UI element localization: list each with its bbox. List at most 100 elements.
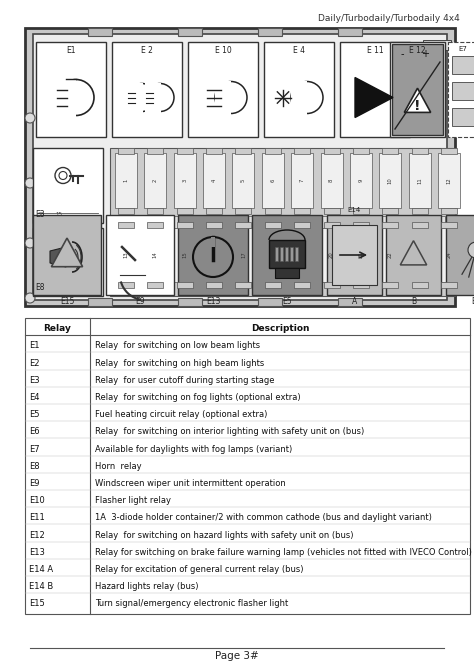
Text: E15: E15	[60, 297, 74, 306]
Bar	[386, 215, 441, 295]
Text: Relay  for switching on fog lights (optional extra): Relay for switching on fog lights (optio…	[95, 393, 301, 402]
Text: E14: E14	[348, 207, 361, 213]
Polygon shape	[355, 78, 393, 117]
Text: E14 B: E14 B	[29, 582, 53, 591]
Bar	[379, 153, 401, 208]
Bar	[106, 215, 174, 295]
Bar	[332, 225, 377, 285]
Text: Description: Description	[251, 324, 309, 333]
Bar	[353, 148, 369, 154]
Bar	[441, 208, 457, 214]
Text: E2: E2	[29, 358, 39, 368]
Bar	[118, 208, 134, 214]
Bar	[382, 282, 398, 288]
Bar	[452, 108, 474, 126]
Text: 23: 23	[417, 251, 422, 258]
Text: Relay for excitation of general current relay (bus): Relay for excitation of general current …	[95, 565, 303, 574]
Text: E7: E7	[458, 46, 467, 52]
Bar	[188, 42, 258, 137]
Text: 5: 5	[241, 179, 246, 182]
Text: 15: 15	[55, 212, 62, 217]
Text: E6: E6	[471, 297, 474, 306]
Polygon shape	[401, 241, 427, 265]
Circle shape	[59, 172, 67, 180]
Text: E7: E7	[29, 444, 40, 454]
Bar	[215, 80, 231, 115]
Bar	[423, 40, 451, 50]
Text: Available for daylights with fog lamps (variant): Available for daylights with fog lamps (…	[95, 444, 292, 454]
Bar	[382, 222, 398, 228]
Text: E3: E3	[29, 376, 40, 385]
Text: 1A  3-diode holder container/2 with common cathode (bus and daylight variant): 1A 3-diode holder container/2 with commo…	[95, 513, 432, 523]
Text: 20: 20	[329, 251, 334, 258]
Polygon shape	[51, 238, 82, 267]
Bar	[294, 148, 310, 154]
Text: Daily/Turbodaily/Turbodaily 4x4: Daily/Turbodaily/Turbodaily 4x4	[318, 14, 460, 23]
Text: Relay  for switching on interior lighting with safety unit on (bus): Relay for switching on interior lighting…	[95, 427, 364, 436]
Bar	[33, 148, 103, 223]
Bar	[177, 222, 193, 228]
Text: E13: E13	[29, 547, 45, 557]
Text: 3: 3	[182, 179, 187, 182]
Bar	[327, 215, 382, 295]
Bar	[446, 215, 474, 295]
Text: 1: 1	[124, 179, 128, 182]
Bar	[258, 298, 282, 306]
Bar	[127, 82, 143, 113]
Text: -: -	[401, 49, 404, 59]
Text: E 12: E 12	[409, 46, 426, 55]
Text: Relay: Relay	[44, 324, 72, 333]
Bar	[262, 227, 284, 282]
Text: Horn  relay: Horn relay	[95, 462, 142, 471]
Text: E5: E5	[282, 297, 292, 306]
Circle shape	[146, 84, 174, 111]
Text: !: !	[414, 98, 421, 113]
Bar	[411, 208, 428, 214]
Bar	[36, 42, 106, 137]
Bar	[411, 282, 428, 288]
Circle shape	[25, 238, 35, 248]
Bar	[275, 247, 279, 261]
Bar	[252, 215, 322, 295]
Bar	[265, 208, 281, 214]
Circle shape	[25, 293, 35, 303]
Text: E8: E8	[29, 462, 40, 471]
Bar	[262, 153, 284, 208]
Bar	[206, 222, 222, 228]
Text: 6: 6	[270, 179, 275, 182]
Bar	[258, 28, 282, 36]
Text: 10: 10	[388, 177, 393, 184]
Bar	[118, 222, 134, 228]
Bar	[452, 82, 474, 100]
Bar	[236, 148, 251, 154]
Text: E1: E1	[29, 341, 39, 350]
Bar	[118, 282, 134, 288]
Bar	[265, 222, 281, 228]
Bar	[294, 282, 310, 288]
Bar	[350, 227, 372, 282]
Bar	[294, 208, 310, 214]
Bar	[177, 282, 193, 288]
Bar	[438, 153, 460, 208]
Circle shape	[291, 82, 323, 113]
Bar	[33, 215, 101, 295]
Text: A: A	[352, 297, 357, 306]
Text: Relay  for switching on hazard lights with safety unit on (bus): Relay for switching on hazard lights wit…	[95, 531, 354, 539]
Text: Page 3#: Page 3#	[215, 651, 259, 661]
Text: E11: E11	[29, 513, 45, 523]
Text: Windscreen wiper unit intermittent operation: Windscreen wiper unit intermittent opera…	[95, 479, 286, 488]
Bar	[177, 148, 193, 154]
Circle shape	[55, 168, 71, 184]
Text: 14: 14	[153, 251, 158, 258]
Text: E12: E12	[29, 531, 45, 539]
Bar	[145, 153, 166, 208]
Text: 8: 8	[329, 179, 334, 182]
Text: E10: E10	[29, 496, 45, 505]
Text: E14 A: E14 A	[29, 565, 53, 574]
Bar	[145, 82, 161, 113]
Bar	[285, 247, 289, 261]
Bar	[392, 44, 443, 135]
Bar	[265, 148, 281, 154]
Text: Turn signal/emergency electronic flasher light: Turn signal/emergency electronic flasher…	[95, 599, 288, 608]
Text: E 10: E 10	[215, 46, 231, 55]
